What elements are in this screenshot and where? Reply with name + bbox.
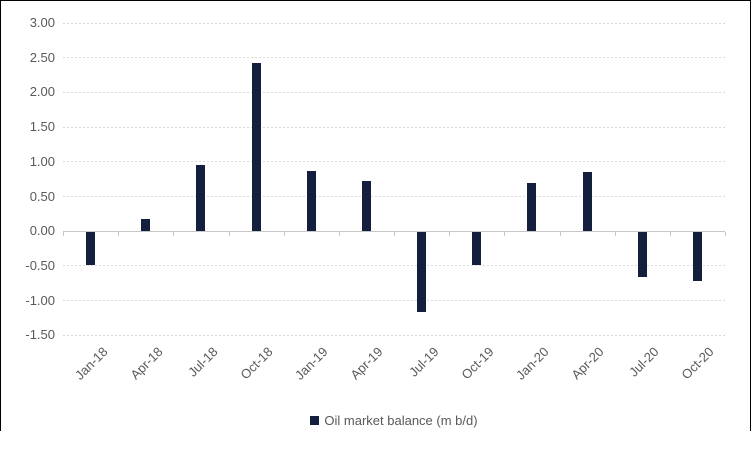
x-axis-tick <box>283 231 285 236</box>
y-axis-tick-label: -0.50 <box>25 257 55 273</box>
y-axis-tick-label: 1.00 <box>29 153 55 169</box>
x-axis-tick-label: Jan-18 <box>71 344 111 383</box>
x-axis-tick-label: Apr-19 <box>347 344 387 383</box>
x-axis-tick <box>559 231 561 236</box>
legend: Oil market balance (m b/d) <box>63 411 725 429</box>
bar-Jan-19 <box>306 170 316 232</box>
x-axis-tick <box>449 231 451 236</box>
x-axis-tick-label: Jul-20 <box>626 344 662 380</box>
x-axis-tick <box>394 231 395 236</box>
x-axis-tick-label: Jul-19 <box>405 344 442 380</box>
y-axis-tick-label: -1.50 <box>25 327 55 343</box>
gridline <box>63 300 725 302</box>
bar-Oct-18 <box>251 63 261 232</box>
x-axis-tick-label: Apr-20 <box>568 344 607 383</box>
gridline <box>63 161 725 163</box>
x-axis-tick <box>63 231 64 236</box>
x-axis-tick-label: Oct-18 <box>237 344 276 383</box>
bar-Jul-19 <box>417 232 427 312</box>
gridline <box>63 57 725 59</box>
bar-Oct-19 <box>472 232 482 266</box>
x-axis-tick <box>118 231 120 236</box>
bar-Jul-20 <box>637 232 647 277</box>
x-axis-tick <box>669 231 671 236</box>
gridline <box>63 265 725 267</box>
x-axis-tick <box>614 231 616 236</box>
gridline <box>63 22 725 24</box>
x-axis-tick-label: Apr-18 <box>127 344 166 383</box>
y-axis-tick-label: 0.50 <box>29 188 55 204</box>
bar-Jan-18 <box>86 232 96 266</box>
bar-Apr-19 <box>361 180 371 232</box>
y-axis-tick-label: 3.00 <box>29 15 55 30</box>
legend-label: Oil market balance (m b/d) <box>324 412 478 428</box>
y-axis-tick-label: 2.00 <box>29 84 55 100</box>
x-axis-tick-label: Jan-20 <box>512 344 552 383</box>
y-axis-tick-label: 0.00 <box>29 223 55 239</box>
x-axis-tick-label: Oct-20 <box>678 344 718 383</box>
bar-Apr-20 <box>582 172 592 232</box>
x-axis-tick-label: Jul-18 <box>184 344 221 380</box>
x-axis-tick <box>725 231 726 236</box>
bar-Jan-20 <box>527 182 537 232</box>
y-axis-tick-label: 2.50 <box>29 49 55 65</box>
x-axis-line <box>63 230 725 232</box>
y-axis-tick-label: 1.50 <box>29 119 55 135</box>
y-axis-tick-label: -1.00 <box>25 292 55 308</box>
x-axis-tick-label: Oct-19 <box>458 344 497 383</box>
gridline <box>63 126 725 128</box>
gridline <box>63 334 725 336</box>
legend-marker-icon <box>310 415 320 425</box>
x-axis-tick <box>504 231 506 236</box>
bar-Apr-18 <box>141 218 151 232</box>
gridline <box>63 196 725 197</box>
x-axis-tick <box>228 231 230 236</box>
bar-Oct-20 <box>692 232 702 281</box>
x-axis-tick-label: Jan-19 <box>292 344 331 383</box>
bar-Jul-18 <box>196 165 206 232</box>
gridline <box>63 91 725 93</box>
x-axis-tick <box>173 231 175 236</box>
x-axis-tick <box>338 231 340 236</box>
